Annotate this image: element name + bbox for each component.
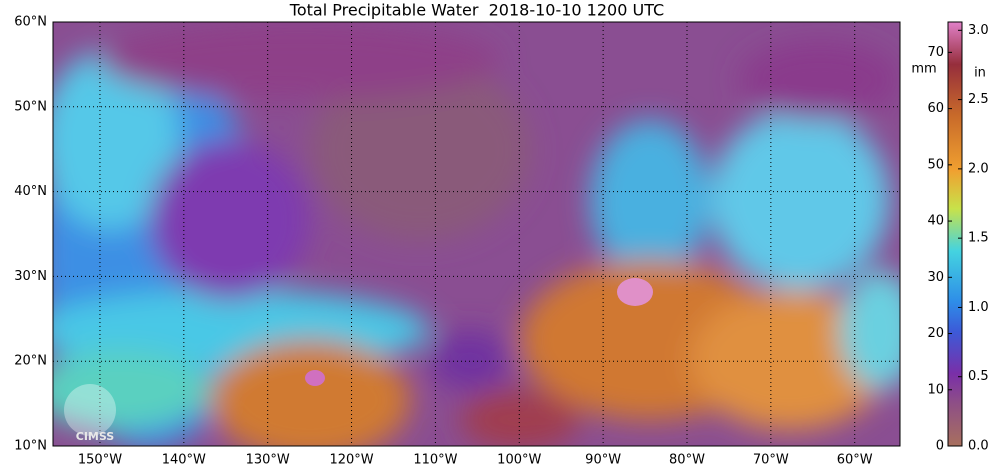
lat-label: 40°N (14, 184, 47, 199)
mm-tick-label: 20 (927, 326, 944, 341)
lat-label: 30°N (14, 269, 47, 284)
lon-label: 150°W (78, 453, 122, 468)
lon-label: 90°W (585, 453, 621, 468)
logo-text: CIMSS (76, 430, 115, 443)
unit-label: mm (911, 62, 936, 77)
title: Total Precipitable Water 2018-10-10 1200… (289, 1, 664, 20)
grid (53, 22, 900, 446)
lon-label: 110°W (413, 453, 457, 468)
in-tick-label: 3.0 (968, 23, 989, 38)
mm-tick-label: 0 (936, 439, 944, 454)
lon-label: 60°W (837, 453, 873, 468)
in-tick-label: 2.0 (968, 161, 989, 176)
colorbar (947, 21, 963, 447)
lon-label: 70°W (753, 453, 789, 468)
mm-tick-label: 50 (927, 157, 944, 172)
lat-label: 50°N (14, 99, 47, 114)
lat-label: 60°N (14, 15, 47, 30)
mm-tick-label: 60 (927, 101, 944, 116)
mm-tick-label: 40 (927, 214, 944, 229)
mm-tick-label: 70 (927, 45, 944, 60)
map (53, 22, 900, 446)
in-tick-label: 1.5 (968, 231, 989, 246)
lon-label: 140°W (162, 453, 206, 468)
lon-label: 100°W (497, 453, 541, 468)
mm-tick-label: 30 (927, 270, 944, 285)
in-tick-label: 0.5 (968, 369, 989, 384)
lon-label: 120°W (329, 453, 373, 468)
in-tick-label: 1.0 (968, 300, 989, 315)
map-frame (52, 21, 901, 447)
lat-label: 10°N (14, 439, 47, 454)
lon-label: 80°W (669, 453, 705, 468)
in-tick-label: 2.5 (968, 92, 989, 107)
mm-tick-label: 10 (927, 382, 944, 397)
lon-label: 130°W (246, 453, 290, 468)
lat-label: 20°N (14, 354, 47, 369)
logo: CIMSS (64, 384, 116, 443)
unit-label: in (974, 66, 986, 81)
in-tick-label: 0.0 (968, 439, 989, 454)
